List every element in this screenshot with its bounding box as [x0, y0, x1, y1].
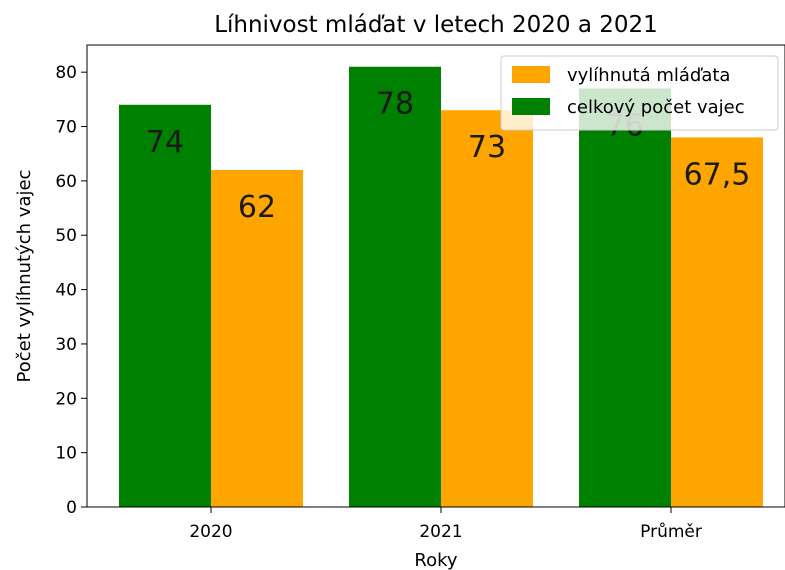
chart-title: Líhnivost mláďat v letech 2020 a 2021 [214, 12, 658, 38]
legend-swatch [512, 98, 550, 115]
plot-area: 747876627367,5 [119, 66, 763, 508]
legend-label: vylíhnutá mláďata [567, 65, 730, 86]
bar-hatched-chicks-2020 [211, 170, 303, 507]
legend-box [500, 55, 779, 131]
bar-value-label: 62 [238, 190, 276, 225]
y-tick-label: 0 [66, 498, 77, 518]
bar-hatched-chicks-Průměr [671, 137, 763, 507]
y-tick-label: 20 [55, 389, 77, 409]
legend: vylíhnutá mláďata celkový počet vajec [500, 55, 779, 131]
y-tick-label: 10 [55, 444, 77, 464]
bar-total-eggs-2021 [349, 66, 441, 507]
bar-total-eggs-Průměr [579, 88, 671, 507]
axes: 0 10 20 30 40 50 60 70 80 2020 2021 Průměr [55, 63, 702, 542]
x-tick-label: 2021 [419, 522, 462, 542]
y-tick-label: 30 [55, 335, 77, 355]
bar-value-label: 73 [468, 130, 506, 165]
x-tick-label: 2020 [189, 522, 232, 542]
legend-swatch [512, 66, 550, 83]
x-axis-label: Roky [414, 550, 457, 570]
y-tick-label: 70 [55, 118, 77, 138]
bar-total-eggs-2020 [119, 104, 211, 507]
y-axis-label: Počet vylíhnutých vajec [14, 170, 35, 383]
y-tick-label: 40 [55, 281, 77, 301]
bar-value-label: 67,5 [684, 157, 751, 192]
plot-frame [86, 44, 785, 508]
x-tick-label: Průměr [640, 522, 702, 542]
y-tick-label: 50 [55, 226, 77, 246]
y-tick-label: 80 [55, 63, 77, 83]
bar-hatched-chicks-2021 [441, 110, 533, 508]
bar-value-label: 74 [146, 125, 184, 160]
bar-value-label: 78 [376, 87, 414, 122]
y-tick-label: 60 [55, 172, 77, 192]
legend-label: celkový počet vajec [567, 97, 745, 118]
